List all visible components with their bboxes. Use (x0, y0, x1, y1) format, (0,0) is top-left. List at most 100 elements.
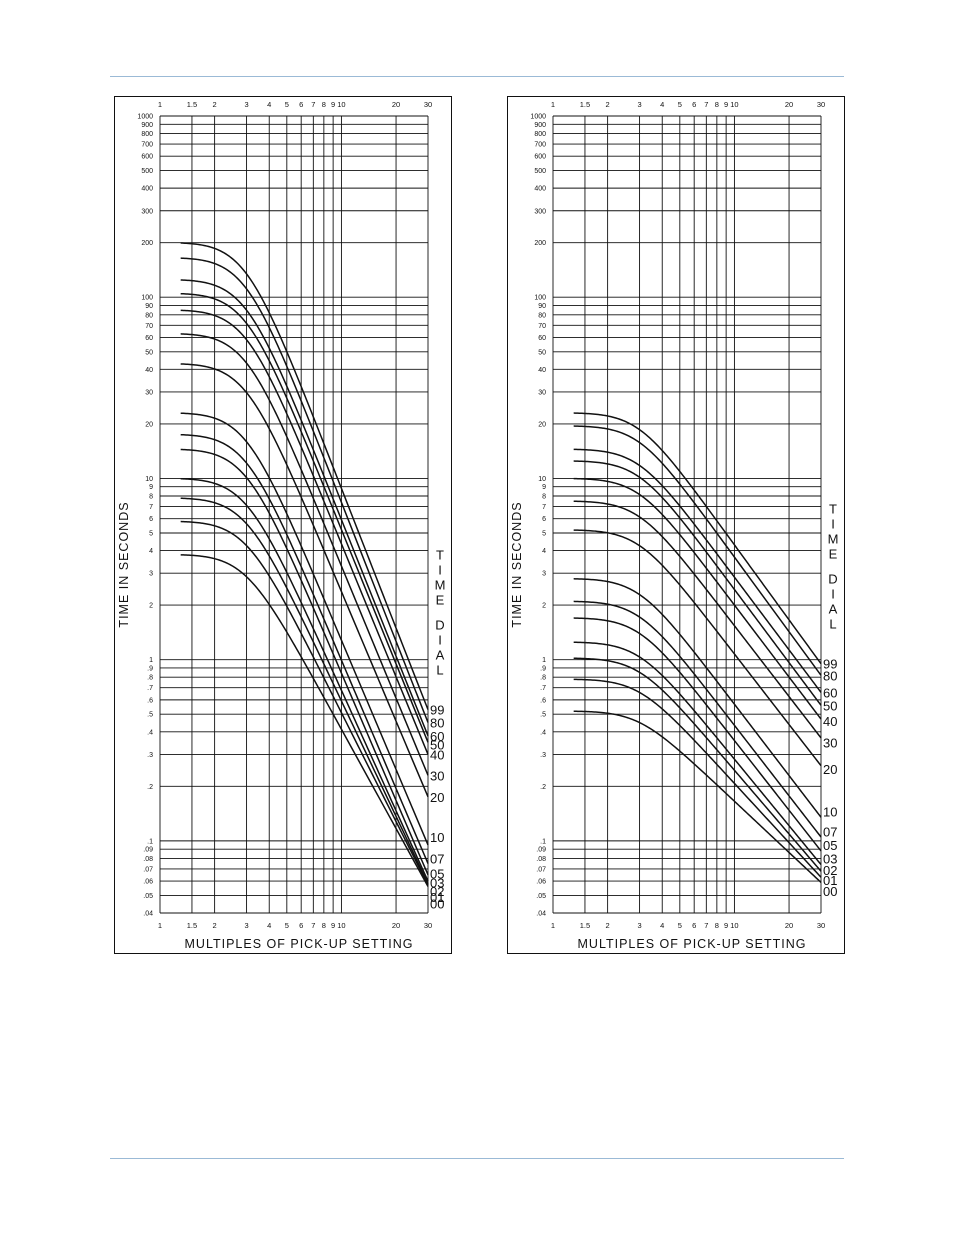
curve-label-60: 60 (430, 729, 444, 744)
y-tick-label: .04 (536, 911, 546, 918)
footer-rule (110, 1158, 844, 1159)
x-tick-label-top: 9 (724, 100, 728, 109)
x-tick-label-bottom: 4 (267, 921, 271, 930)
y-tick-label: .3 (147, 752, 153, 759)
curve-label-07: 07 (823, 824, 837, 839)
curve-label-40: 40 (823, 714, 837, 729)
curve-label-05: 05 (823, 838, 837, 853)
legend-letter: I (831, 587, 835, 602)
curve-dial-02 (180, 497, 429, 885)
x-tick-label-top: 30 (817, 100, 825, 109)
curve-label-20: 20 (430, 790, 444, 805)
y-axis-title: TIME IN SECONDS (117, 501, 131, 627)
curve-dial-50 (180, 292, 429, 743)
y-tick-label: .9 (147, 665, 153, 672)
curve-dial-03 (180, 477, 429, 882)
y-tick-label: .1 (540, 838, 546, 845)
curve-dial-30 (573, 500, 822, 739)
x-tick-label-bottom: 7 (704, 921, 708, 930)
x-tick-label-bottom: 1 (158, 921, 162, 930)
y-tick-label: .07 (536, 866, 546, 873)
curve-label-80: 80 (430, 716, 444, 731)
x-tick-label-top: 20 (785, 100, 793, 109)
y-tick-label: 500 (141, 168, 153, 175)
y-tick-label: 8 (149, 494, 153, 501)
x-axis-title: MULTIPLES OF PICK-UP SETTING (185, 937, 414, 951)
y-tick-label: .7 (540, 685, 546, 692)
curve-dial-03 (573, 641, 822, 866)
y-tick-label: .7 (147, 685, 153, 692)
y-tick-label: .08 (536, 856, 546, 863)
curve-label-01: 01 (430, 890, 444, 905)
x-tick-label-bottom: 30 (817, 921, 825, 930)
y-axis-title: TIME IN SECONDS (510, 501, 524, 627)
legend-letter: E (436, 593, 445, 608)
x-tick-label-bottom: 2 (213, 921, 217, 930)
x-tick-label-bottom: 20 (785, 921, 793, 930)
y-tick-label: 5 (542, 530, 546, 537)
y-tick-label: 4 (149, 548, 153, 555)
y-tick-label: 3 (542, 571, 546, 578)
y-tick-label: 800 (141, 131, 153, 138)
y-tick-label: 200 (534, 240, 546, 247)
y-tick-label: .8 (147, 675, 153, 682)
curve-label-01: 01 (823, 873, 837, 888)
y-tick-label: .6 (147, 697, 153, 704)
y-tick-label: 900 (534, 122, 546, 129)
x-tick-label-top: 7 (704, 100, 708, 109)
curve-dial-20 (180, 363, 429, 798)
y-tick-label: 7 (149, 504, 153, 511)
y-tick-label: 6 (542, 516, 546, 523)
curve-label-05: 05 (430, 867, 444, 882)
curve-dial-30 (180, 333, 429, 776)
y-tick-label: 5 (149, 530, 153, 537)
y-tick-label: 9 (149, 484, 153, 491)
y-tick-label: 8 (542, 494, 546, 501)
curve-label-03: 03 (430, 875, 444, 890)
curve-label-07: 07 (430, 851, 444, 866)
y-tick-label: 6 (149, 516, 153, 523)
y-tick-label: .06 (143, 879, 153, 886)
y-tick-label: 500 (534, 168, 546, 175)
y-tick-label: 700 (141, 142, 153, 149)
curve-dial-01 (573, 678, 822, 878)
curve-dial-50 (573, 460, 822, 706)
y-tick-label: .4 (147, 729, 153, 736)
x-tick-label-bottom: 20 (392, 921, 400, 930)
curve-dial-40 (180, 309, 429, 755)
y-tick-label: .2 (540, 784, 546, 791)
y-tick-label: 300 (141, 208, 153, 215)
x-tick-label-top: 1.5 (580, 100, 590, 109)
curve-label-00: 00 (430, 897, 444, 912)
curve-label-50: 50 (430, 738, 444, 753)
curve-label-40: 40 (430, 747, 444, 762)
x-axis-title: MULTIPLES OF PICK-UP SETTING (578, 937, 807, 951)
y-tick-label: 3 (149, 571, 153, 578)
y-tick-label: 50 (145, 349, 153, 356)
x-tick-label-bottom: 1.5 (187, 921, 197, 930)
curves (180, 242, 429, 887)
y-tick-label: .05 (536, 893, 546, 900)
y-tick-label: 600 (534, 154, 546, 161)
x-tick-label-bottom: 5 (678, 921, 682, 930)
x-tick-label-top: 8 (322, 100, 326, 109)
x-tick-label-bottom: 9 (724, 921, 728, 930)
y-tick-label: .5 (147, 712, 153, 719)
x-tick-label-top: 10 (337, 100, 345, 109)
x-tick-label-bottom: 4 (660, 921, 664, 930)
x-tick-label-bottom: 9 (331, 921, 335, 930)
chart-panel-left: 111.51.522334455667788991010202030301000… (114, 96, 452, 954)
y-tick-label: 70 (538, 323, 546, 330)
curve-dial-07 (180, 433, 429, 864)
chart-frame (114, 96, 452, 954)
curve-dial-05 (180, 448, 429, 876)
legend-letter: D (828, 572, 837, 587)
y-tick-label: 1000 (530, 114, 546, 121)
y-tick-label: 40 (145, 367, 153, 374)
x-tick-label-top: 1 (158, 100, 162, 109)
curve-dial-07 (573, 600, 822, 838)
curve-label-30: 30 (430, 768, 444, 783)
x-tick-label-bottom: 6 (299, 921, 303, 930)
x-tick-label-top: 3 (244, 100, 248, 109)
curve-label-80: 80 (823, 668, 837, 683)
